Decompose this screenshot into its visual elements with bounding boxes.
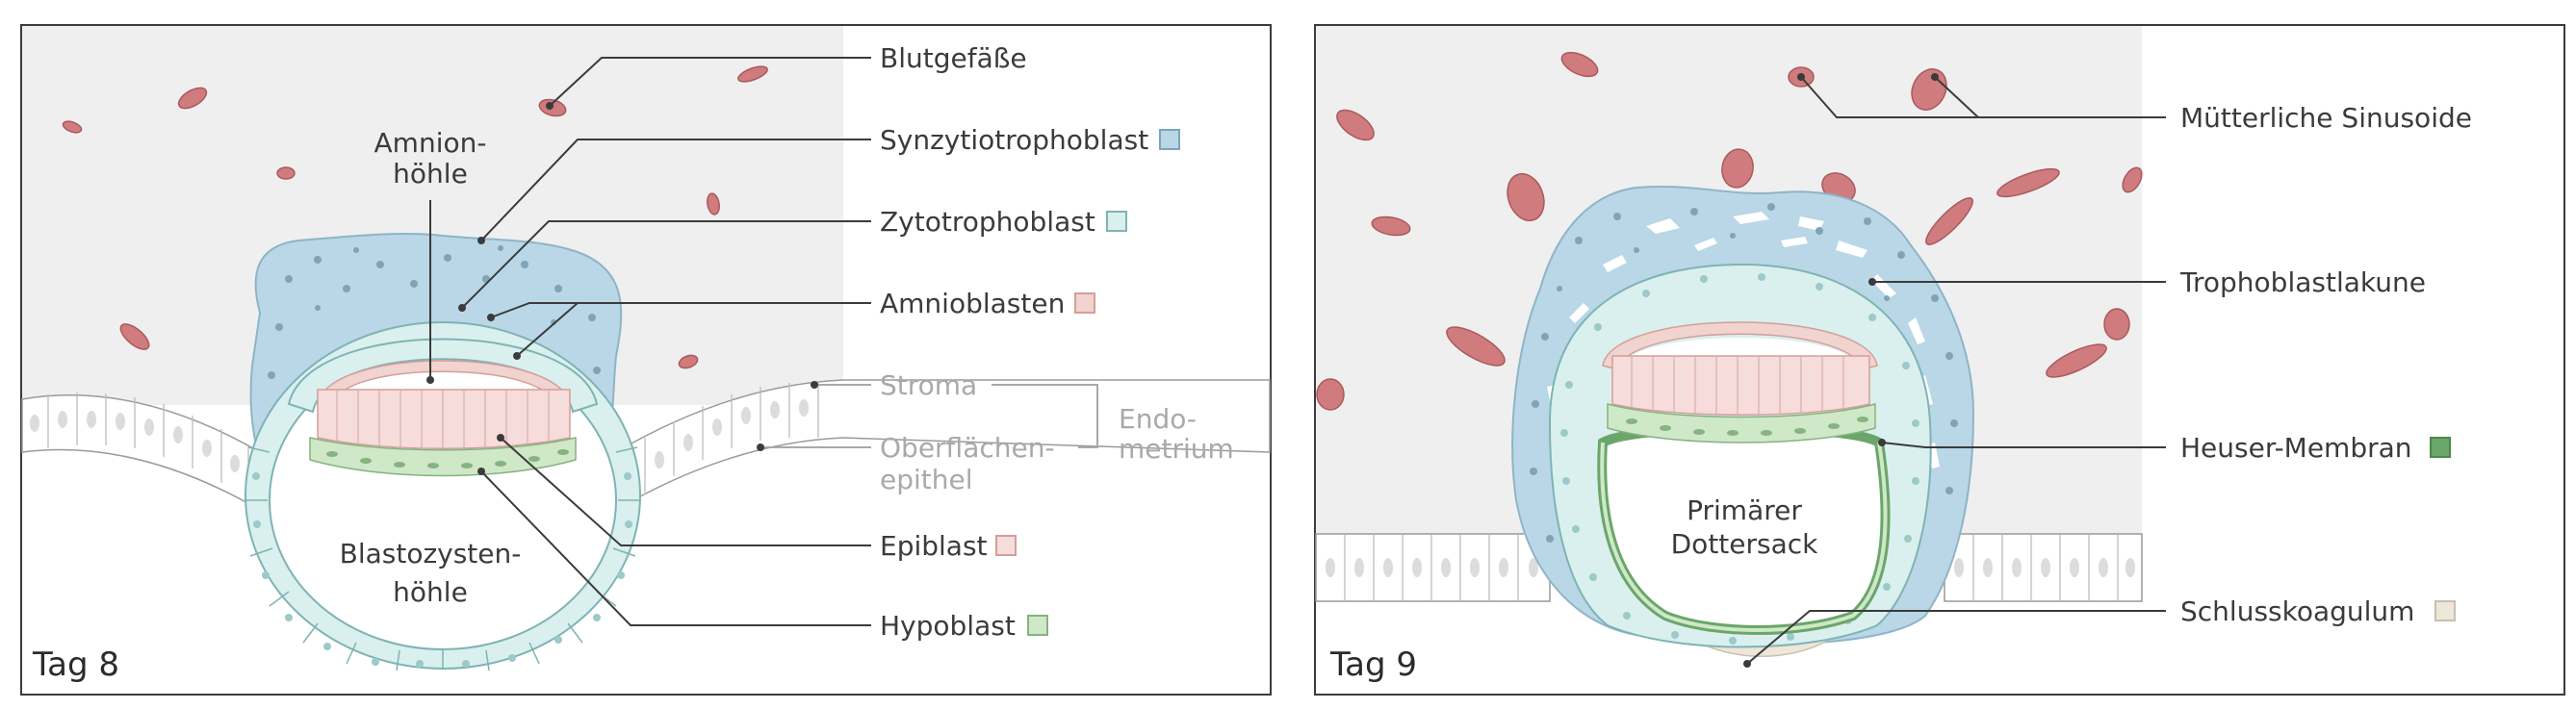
blasto-label-1: Blastozysten- (340, 538, 522, 570)
cytotrophoblast-nuclei (252, 472, 632, 668)
hypoblast-nuclei (326, 449, 569, 468)
amnion-label-2: höhle (393, 158, 468, 190)
panel-tag-day-8: Tag 8 (32, 646, 119, 684)
swatch-zyto (1106, 211, 1127, 232)
blasto-label-2: höhle (393, 576, 468, 608)
swatch-amnio (1074, 292, 1095, 314)
hypoblast-nuclei (1626, 417, 1868, 436)
label-muetterliche-sinusoide: Mütterliche Sinusoide (2180, 102, 2472, 134)
syncytio-nuclei (1530, 203, 1958, 561)
epithelium-cell-walls (47, 381, 819, 498)
maternal-sinusoids (1316, 51, 2143, 411)
label-heuser-membran: Heuser-Membran (2180, 432, 2412, 464)
epithelium-nuclei (30, 399, 809, 472)
panel-day-9: Primärer Dottersack Mütterliche Sinusoid… (1314, 24, 2565, 696)
panel-day-8: Amnion- höhle Blastozysten- höhle Blutge… (20, 24, 1272, 696)
surface-epithelium-left (1315, 533, 1551, 602)
epiblast (317, 389, 571, 449)
swatch-heuser (2430, 437, 2451, 458)
epiblast-cell-walls (336, 390, 550, 448)
panel-tag-day-9: Tag 9 (1329, 646, 1417, 684)
label-oberflaechen: Oberflächen- (880, 432, 1055, 464)
label-schlusskoagulum: Schlusskoagulum (2180, 595, 2414, 627)
label-synzytiotrophoblast: Synzytiotrophoblast (880, 124, 1148, 156)
label-zytotrophoblast: Zytotrophoblast (880, 206, 1095, 238)
label-metrium: metrium (1119, 433, 1234, 465)
hypoblast (309, 437, 577, 477)
label-stroma: Stroma (880, 369, 977, 401)
heuser-membrane-inner (1600, 442, 1888, 632)
label-epiblast: Epiblast (880, 530, 988, 562)
amnion-label-1: Amnion- (374, 127, 487, 159)
hypoblast (1607, 403, 1876, 443)
dotter-label-2: Dottersack (1671, 528, 1819, 560)
cytotrophoblast-cell-walls (245, 446, 640, 671)
label-endo: Endo- (1119, 403, 1197, 435)
epithelium-nuclei (1326, 558, 2135, 577)
swatch-hypoblast (1027, 615, 1048, 636)
leader-lines-day-8 (426, 57, 1098, 626)
dotter-label-1: Primärer (1687, 494, 1802, 526)
label-hypoblast: Hypoblast (880, 610, 1016, 642)
epiblast-cell-walls (1631, 356, 1844, 416)
label-epithel: epithel (880, 464, 973, 495)
swatch-epiblast (995, 535, 1017, 556)
epiblast (1611, 355, 1870, 416)
label-trophoblastlakune: Trophoblastlakune (2179, 266, 2426, 298)
swatch-synzytio (1159, 129, 1180, 150)
swatch-koagulum (2434, 600, 2456, 621)
label-amnioblasten: Amnioblasten (880, 288, 1065, 319)
leader-lines-day-9 (1743, 73, 2166, 668)
epithelium-cell-walls (1344, 535, 2119, 600)
label-blutgefaesse: Blutgefäße (880, 42, 1027, 74)
